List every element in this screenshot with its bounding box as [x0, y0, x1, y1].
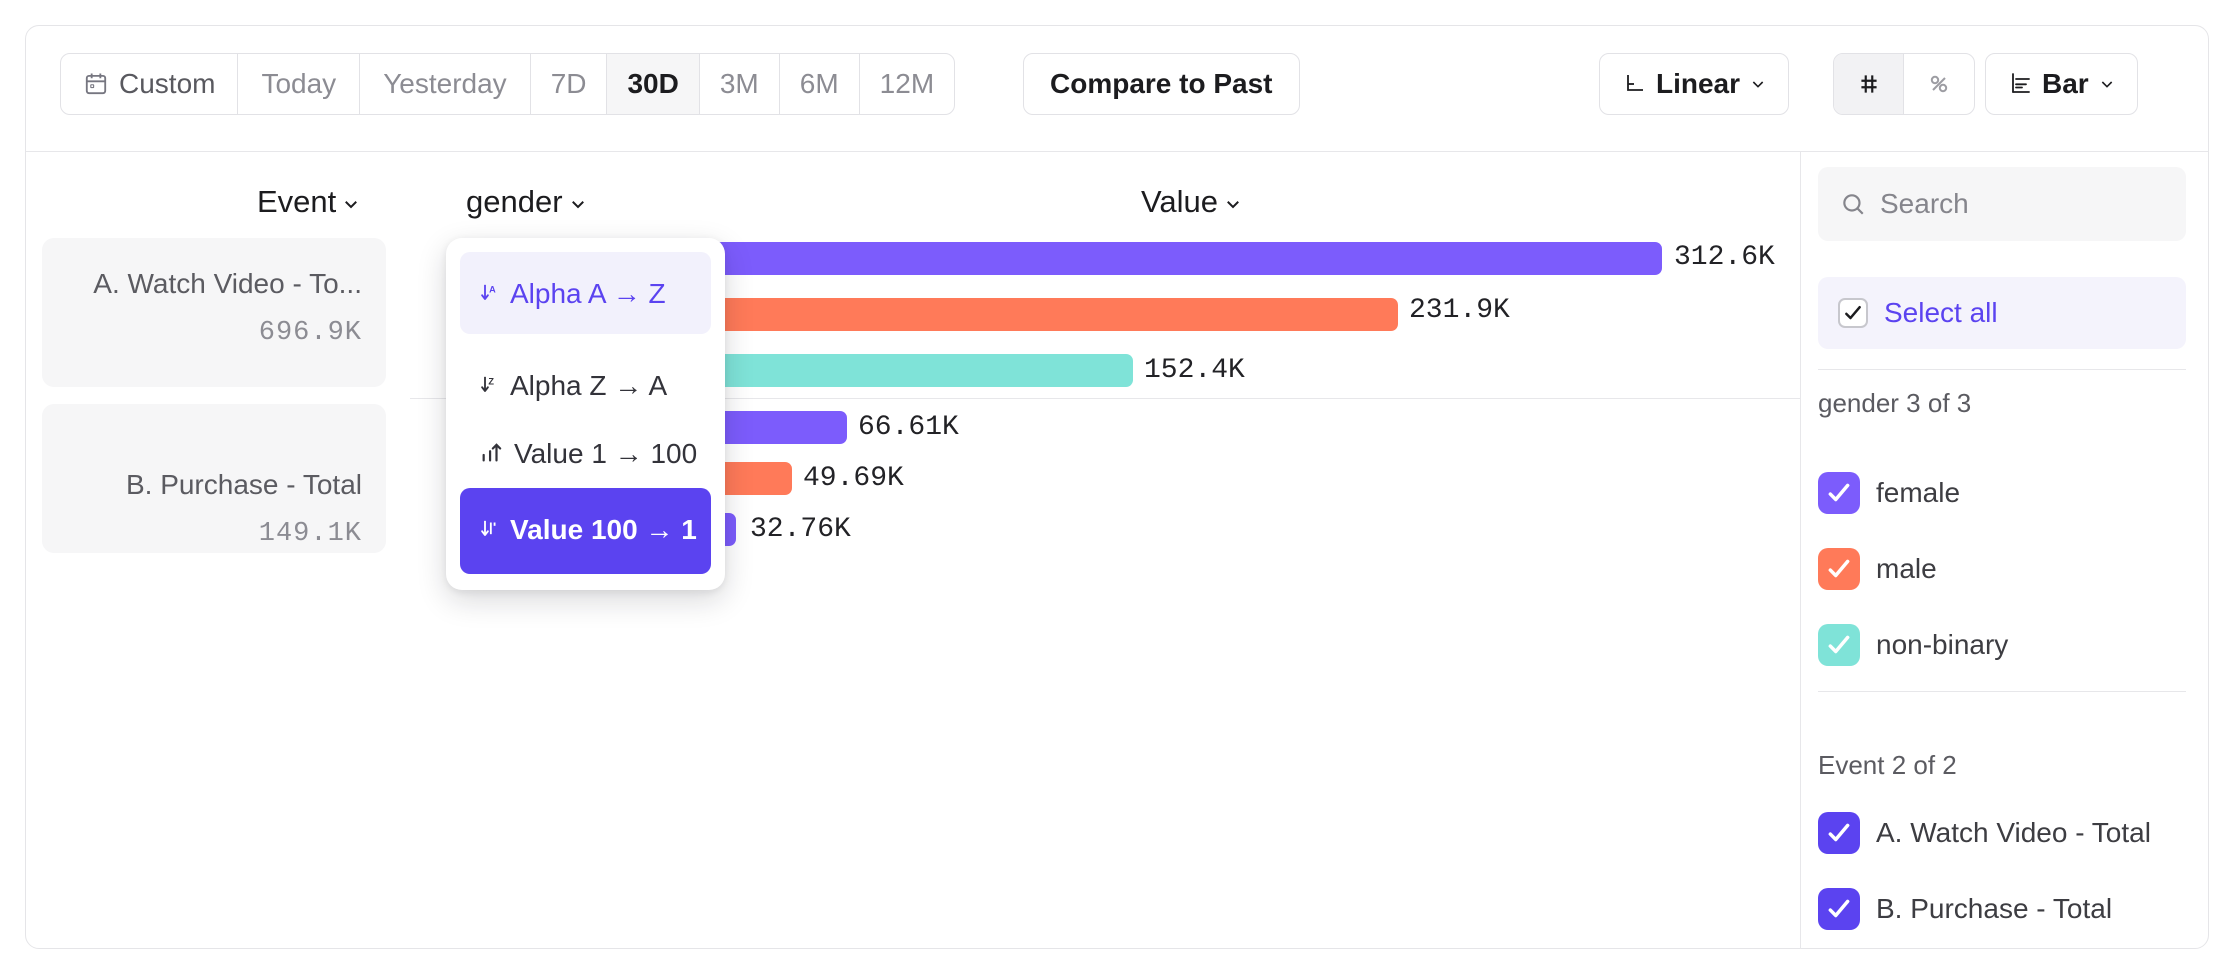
svg-text:Z: Z	[488, 376, 494, 386]
svg-text:A: A	[489, 284, 496, 294]
